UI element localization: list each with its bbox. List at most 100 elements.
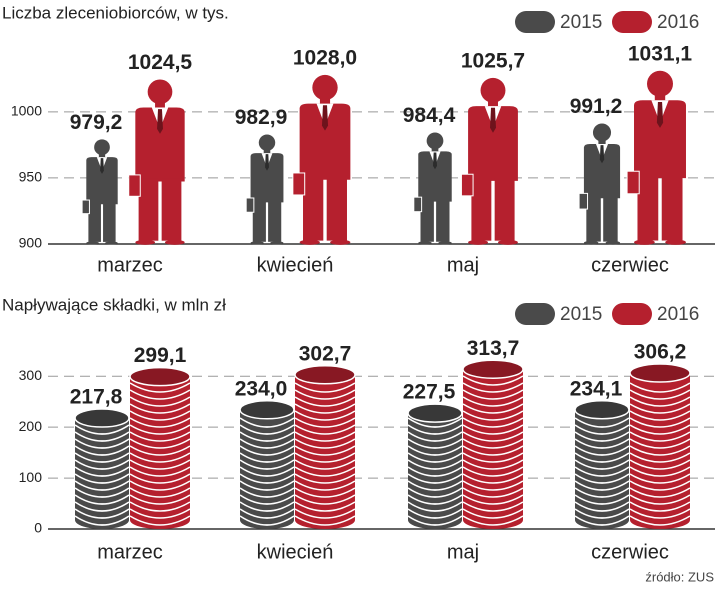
- stack-top: [74, 408, 130, 428]
- leg: [88, 202, 101, 242]
- coin-stack: [294, 365, 356, 529]
- shoe: [605, 240, 621, 245]
- coin-edge: [574, 487, 630, 498]
- coin-edge: [629, 396, 691, 407]
- coin-edge: [462, 452, 524, 463]
- coin-edge: [239, 438, 295, 449]
- coin-edge: [462, 389, 524, 400]
- briefcase: [81, 199, 90, 215]
- value-label: 991,2: [570, 95, 623, 118]
- x-tick-label: kwiecień: [257, 254, 334, 276]
- legend-swatch: [612, 303, 652, 325]
- person-figure: [245, 134, 284, 245]
- coin-edge: [74, 466, 130, 477]
- person-figure: [292, 74, 351, 245]
- coin-edge: [574, 417, 630, 428]
- coin-edge: [407, 508, 463, 519]
- shoe: [497, 239, 518, 245]
- coin-edge: [294, 396, 356, 407]
- coin-edge: [574, 424, 630, 435]
- x-tick-label: czerwiec: [591, 254, 669, 276]
- coin-edge: [462, 438, 524, 449]
- coin-edge: [294, 466, 356, 477]
- tie: [321, 105, 329, 131]
- value-label: 227,5: [403, 381, 456, 404]
- coin-edge: [129, 389, 191, 400]
- coin-edge: [629, 403, 691, 414]
- coin-edge: [462, 403, 524, 414]
- stack-top: [407, 403, 463, 423]
- leg: [436, 199, 450, 242]
- shoe: [468, 239, 489, 245]
- coin-edge: [629, 424, 691, 435]
- coin-edge: [129, 494, 191, 505]
- legend-swatch: [515, 11, 555, 33]
- briefcase: [578, 192, 589, 210]
- coin-edge: [629, 501, 691, 512]
- shoe: [135, 239, 156, 245]
- coin-edge: [407, 459, 463, 470]
- coin-edge: [629, 480, 691, 491]
- coin-edge: [629, 508, 691, 519]
- shoe: [270, 241, 284, 245]
- coin-edge: [407, 494, 463, 505]
- coin-edge: [462, 480, 524, 491]
- person-figure: [626, 70, 686, 245]
- briefcase: [626, 170, 640, 195]
- coin-edge: [294, 382, 356, 393]
- coin-edge: [294, 389, 356, 400]
- coin-edge: [294, 459, 356, 470]
- coin-edge: [462, 515, 524, 526]
- value-label: 979,2: [70, 111, 123, 134]
- coin-edge: [129, 403, 191, 414]
- head: [94, 139, 110, 156]
- shoe: [299, 239, 320, 245]
- coin-edge: [74, 431, 130, 442]
- coin-edge: [129, 438, 191, 449]
- coin-edge: [294, 403, 356, 414]
- coin-edge: [407, 424, 463, 435]
- y-tick-label: 0: [34, 520, 42, 536]
- coin-edge: [629, 389, 691, 400]
- torso: [86, 157, 118, 205]
- coin-stack: [239, 400, 295, 529]
- stack-top: [574, 400, 630, 420]
- legend-swatch: [612, 11, 652, 33]
- coin-edge: [294, 494, 356, 505]
- coin-edge: [129, 410, 191, 421]
- coin-edge: [294, 480, 356, 491]
- coin-edge: [74, 508, 130, 519]
- coin-edge: [462, 501, 524, 512]
- coin-edge: [239, 480, 295, 491]
- coin-edge: [294, 487, 356, 498]
- coin-edge: [129, 382, 191, 393]
- coin-edge: [239, 459, 295, 470]
- coin-edge: [574, 452, 630, 463]
- x-tick-label: marzec: [97, 254, 163, 276]
- tie: [432, 152, 438, 170]
- stack: [408, 413, 462, 520]
- coin-edge: [294, 410, 356, 421]
- coin-edge: [129, 515, 191, 526]
- coin-edge: [462, 382, 524, 393]
- coin-edge: [574, 473, 630, 484]
- value-label: 1028,0: [293, 46, 357, 69]
- coin-edge: [407, 466, 463, 477]
- leg: [303, 176, 324, 241]
- coin-edge: [74, 487, 130, 498]
- leg: [420, 199, 434, 242]
- coin-edge: [129, 487, 191, 498]
- coin-edge: [294, 452, 356, 463]
- y-tick-label: 950: [19, 169, 43, 185]
- coin-edge: [239, 473, 295, 484]
- torso: [299, 103, 351, 180]
- shoe: [86, 241, 99, 245]
- coin-edge: [629, 452, 691, 463]
- coin-edge: [407, 452, 463, 463]
- head: [592, 123, 612, 142]
- shoe: [105, 241, 118, 245]
- source: źródło: ZUS: [645, 569, 714, 584]
- briefcase: [292, 172, 306, 196]
- leg: [103, 202, 116, 242]
- x-tick-label: kwiecień: [257, 541, 334, 563]
